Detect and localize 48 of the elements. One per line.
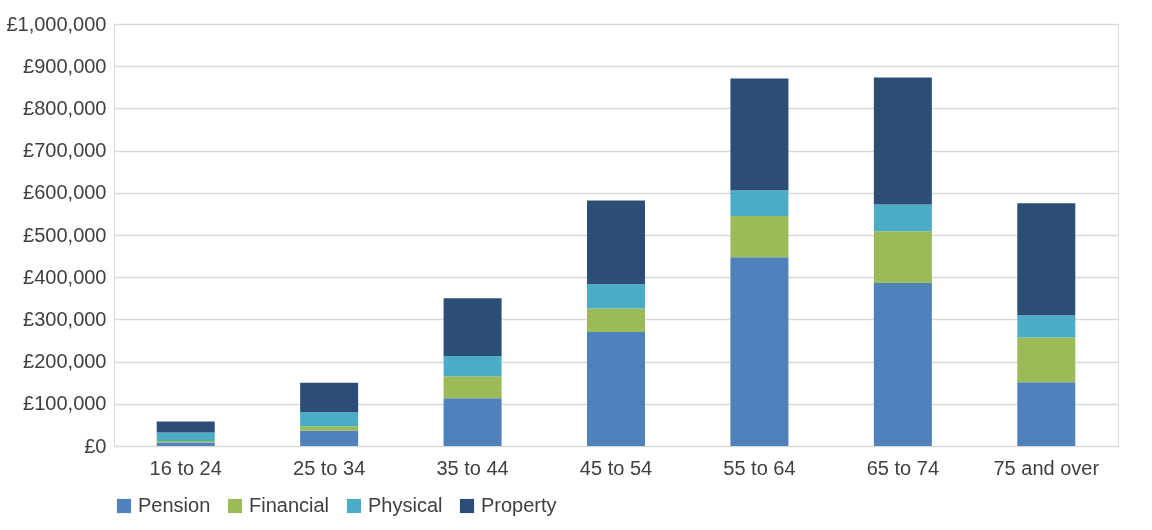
bar <box>443 298 502 357</box>
bar <box>873 77 932 205</box>
bar <box>1017 337 1076 383</box>
x-tick-label: 55 to 64 <box>723 456 796 479</box>
bar <box>443 356 502 377</box>
bar <box>730 190 789 217</box>
x-tick-label: 65 to 74 <box>866 456 940 479</box>
bar <box>300 412 359 427</box>
bar <box>587 308 645 333</box>
y-tick-label: £800,000 <box>23 96 107 119</box>
y-tick-label: £700,000 <box>23 139 107 162</box>
bar <box>873 283 932 446</box>
bar <box>1017 315 1076 338</box>
legend-label: Pension <box>138 494 211 516</box>
bar <box>1017 203 1076 316</box>
y-tick-label: £1,000,000 <box>6 12 107 35</box>
y-tick-label: £0 <box>84 434 107 457</box>
y-tick-label: £400,000 <box>23 265 107 288</box>
x-tick-label: 35 to 44 <box>436 456 509 479</box>
y-tick-label: £100,000 <box>23 392 107 415</box>
y-tick-label: £500,000 <box>23 223 107 246</box>
x-tick-label: 75 and over <box>993 456 1100 479</box>
bar <box>730 78 789 191</box>
bar <box>587 332 645 446</box>
bar <box>1017 382 1076 446</box>
x-tick-label: 16 to 24 <box>149 456 222 479</box>
bar <box>873 204 932 232</box>
legend-label: Property <box>481 494 557 516</box>
bar <box>156 432 215 441</box>
bar <box>730 216 789 258</box>
x-tick-label: 45 to 54 <box>579 456 653 479</box>
bar <box>300 430 359 446</box>
bar <box>443 398 502 446</box>
legend-label: Physical <box>368 494 443 516</box>
bar <box>300 382 359 413</box>
bar <box>300 426 359 431</box>
y-tick-label: £200,000 <box>23 350 107 373</box>
bar <box>443 376 502 399</box>
y-tick-label: £900,000 <box>23 54 107 77</box>
bar <box>730 257 789 446</box>
y-tick-label: £600,000 <box>23 181 107 204</box>
legend-label: Financial <box>249 494 330 516</box>
bar <box>156 421 215 433</box>
bar <box>873 231 932 284</box>
bar <box>587 284 645 309</box>
bar <box>587 200 645 285</box>
y-tick-label: £300,000 <box>23 307 107 330</box>
x-tick-label: 25 to 34 <box>292 456 366 479</box>
